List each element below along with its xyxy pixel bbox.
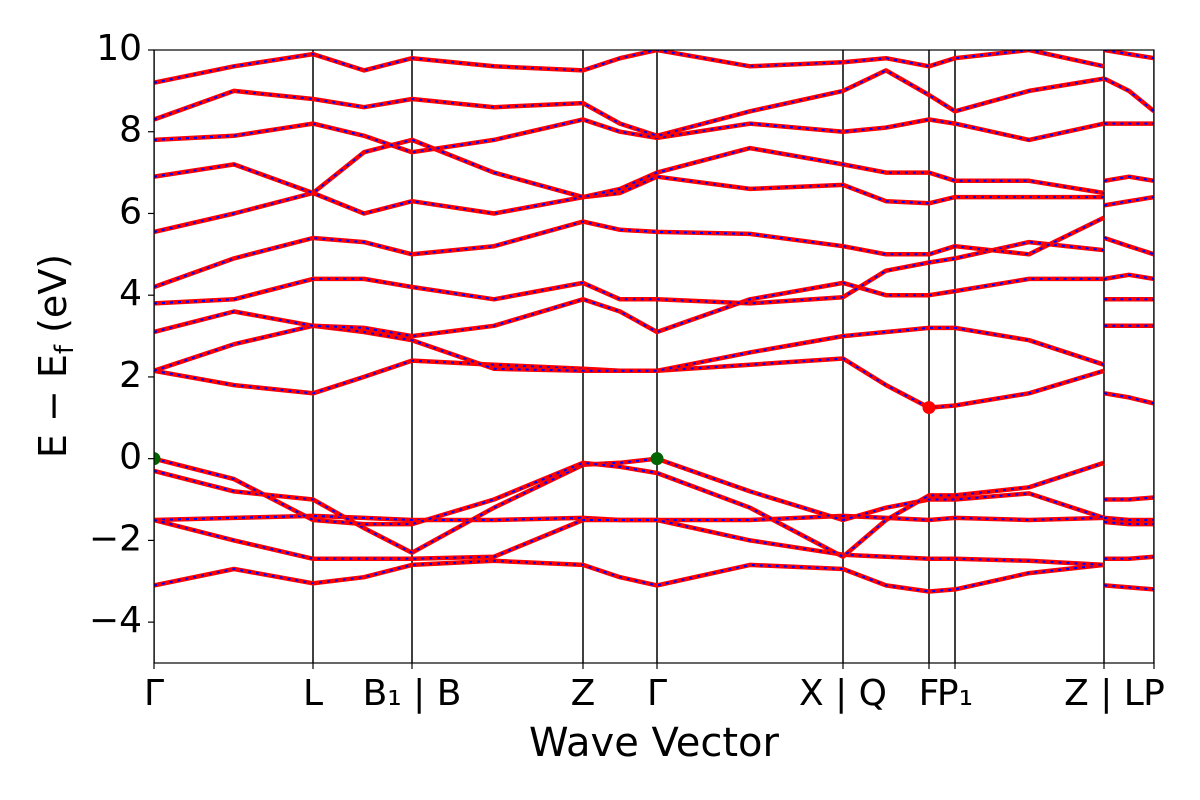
y-axis-label-subscript: f xyxy=(50,344,80,354)
band-line-dashed xyxy=(154,324,1154,372)
plot-area xyxy=(154,50,1154,663)
y-axis-label-unit: (eV) xyxy=(31,254,75,345)
x-tick-label: X | Q xyxy=(799,673,887,714)
axes: Γ L B₁ | B Z Γ X | Q FP₁ Z | L P −4 −2 0 2 4 6 8 10 xyxy=(89,28,1165,714)
band-line xyxy=(154,215,1154,290)
band-line-dashed xyxy=(154,216,1154,288)
extremum-marker xyxy=(650,452,664,466)
extremum-marker xyxy=(922,401,936,415)
plot-frame xyxy=(153,49,1155,664)
band-line xyxy=(154,137,1154,200)
band-line-dashed xyxy=(154,519,1154,566)
band-line-dashed xyxy=(154,559,1154,593)
y-axis-label-main: E − E xyxy=(31,354,75,458)
x-tick-label: B₁ | B xyxy=(363,673,462,714)
band-line-dashed xyxy=(154,457,1154,558)
band-line xyxy=(154,558,1154,594)
band-line xyxy=(154,456,1154,559)
y-tick-label: 8 xyxy=(119,110,142,151)
band-line-dashed xyxy=(154,50,1154,84)
y-tick-label: −4 xyxy=(89,600,142,641)
band-line-dashed xyxy=(154,277,1154,338)
band-line xyxy=(154,174,1154,235)
band-line-dashed xyxy=(154,357,1154,409)
y-tick-label: −2 xyxy=(89,518,142,559)
band-line-dashed xyxy=(154,457,1154,554)
band-line-dashed xyxy=(154,69,1154,137)
y-tick-label: 6 xyxy=(119,191,142,232)
band-line-dashed xyxy=(154,514,1154,526)
x-tick-label: Γ xyxy=(647,673,667,714)
y-tick-label: 4 xyxy=(119,273,142,314)
band-line-dashed xyxy=(154,118,1154,154)
band-line-dashed xyxy=(154,175,1154,233)
band-line xyxy=(154,356,1154,410)
band-line-dashed xyxy=(154,138,1154,199)
x-axis-label: Wave Vector xyxy=(529,720,780,766)
x-tick-label: Z | L xyxy=(1064,673,1144,714)
x-tick-label: L xyxy=(303,673,323,714)
y-tick-label: 0 xyxy=(119,437,142,478)
extremum-marker xyxy=(154,452,161,466)
x-tick-label: Z xyxy=(571,673,596,714)
band-line xyxy=(154,517,1154,568)
y-tick-label: 10 xyxy=(96,28,142,69)
x-tick-label: Γ xyxy=(144,673,164,714)
x-tick-label: P xyxy=(1143,673,1165,714)
x-tick-label: F xyxy=(919,673,940,714)
x-tick-label: P₁ xyxy=(937,673,973,714)
y-axis-label: E − Ef (eV) xyxy=(31,254,80,458)
y-tick-label: 2 xyxy=(119,355,142,396)
band-line-dashed xyxy=(154,241,1154,305)
